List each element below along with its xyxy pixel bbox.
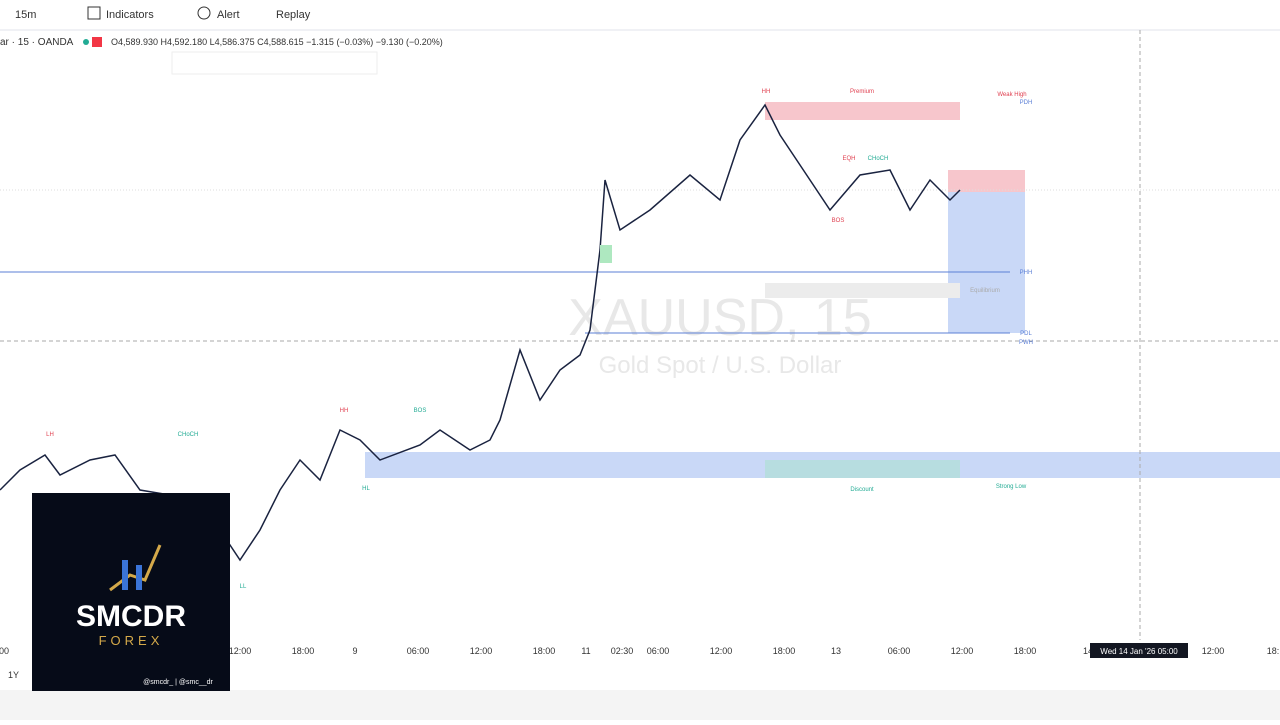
symbol: ar · 15 · OANDA [0,37,74,48]
drawing-toolbar[interactable] [171,51,378,75]
ohlc: O4,589.930 H4,592.180 L4,586.375 C4,588.… [111,37,443,47]
time-label: 02:30 [611,646,634,656]
annotation: PDL [1020,331,1032,337]
time-label: 06:00 [407,646,430,656]
time-label: 18:00 [1014,646,1037,656]
toolbar [0,0,1280,30]
watermark-symbol: XAUUSD, 15 [568,289,871,347]
alert-icon [197,6,211,20]
crosshair-label: Wed 14 Jan '26 05:00 [1100,647,1178,656]
logo-card [32,493,230,691]
discount-zone [765,460,960,478]
logo-sub: FOREX [99,633,164,648]
time-label: 12:00 [951,646,974,656]
time-label: 11 [581,646,590,656]
time-label: 12:00 [470,646,493,656]
status-icon [92,37,102,47]
annotation: Weak High [997,92,1026,98]
interval[interactable]: 15m [15,9,36,21]
indicators-icon [87,6,101,20]
annotation: PDH [1020,100,1033,106]
premium-zone [765,102,960,120]
crosshair-label-bg [1090,643,1188,658]
annotation: Discount [850,487,874,493]
annotation: EQH [842,156,855,162]
footer [0,690,1280,720]
annotation: HH [340,408,349,414]
annotation: PHH [1020,270,1033,276]
time-label: 13 [831,646,841,656]
annotation: Equilibrium [970,288,1000,294]
logo-candle [122,560,128,590]
annotation: Premium [850,89,874,95]
time-label: 18: [1267,646,1280,656]
fvg [600,245,612,263]
annotation: CHoCH [868,156,889,162]
annotation: HH [762,89,771,95]
time-label: 12:00 [710,646,733,656]
time-label: 18:00 [773,646,796,656]
status-dot [83,39,89,45]
logo-brand: SMCDR [76,600,186,633]
equilibrium-zone [765,283,960,298]
annotation: CHoCH [178,432,199,438]
logo-candle [136,565,142,590]
alert-button[interactable]: Alert [217,9,240,21]
time-label: 12:00 [1202,646,1225,656]
time-label: 06:00 [647,646,670,656]
time-axis: 00 12:00 18:00 9 06:00 12:00 18:00 11 02:30 06:00… [0,646,1279,656]
time-label: 14 [1083,646,1093,656]
annotation: LH [46,432,54,438]
range-button[interactable]: 1Y [8,670,19,680]
time-label: 06:00 [888,646,911,656]
time-label: 18:00 [533,646,556,656]
indicators-button[interactable]: Indicators [106,9,154,21]
time-label: 18:00 [292,646,315,656]
replay-button[interactable]: Replay [276,9,311,21]
annotation: PWH [1019,340,1033,346]
supply-zone [948,170,1025,192]
target-zone [948,192,1025,333]
annotation: LL [240,584,247,590]
annotation: BOS [832,218,845,224]
time-label: 00 [0,646,9,656]
watermark-description: Gold Spot / U.S. Dollar [599,352,842,379]
annotation: BOS [414,408,427,414]
time-label: 12:00 [229,646,252,656]
annotation: HL [362,486,370,492]
logo-handles: @smcdr_ | @smc__dr [143,679,213,686]
time-label: 9 [352,646,357,656]
annotation: Strong Low [996,484,1027,490]
